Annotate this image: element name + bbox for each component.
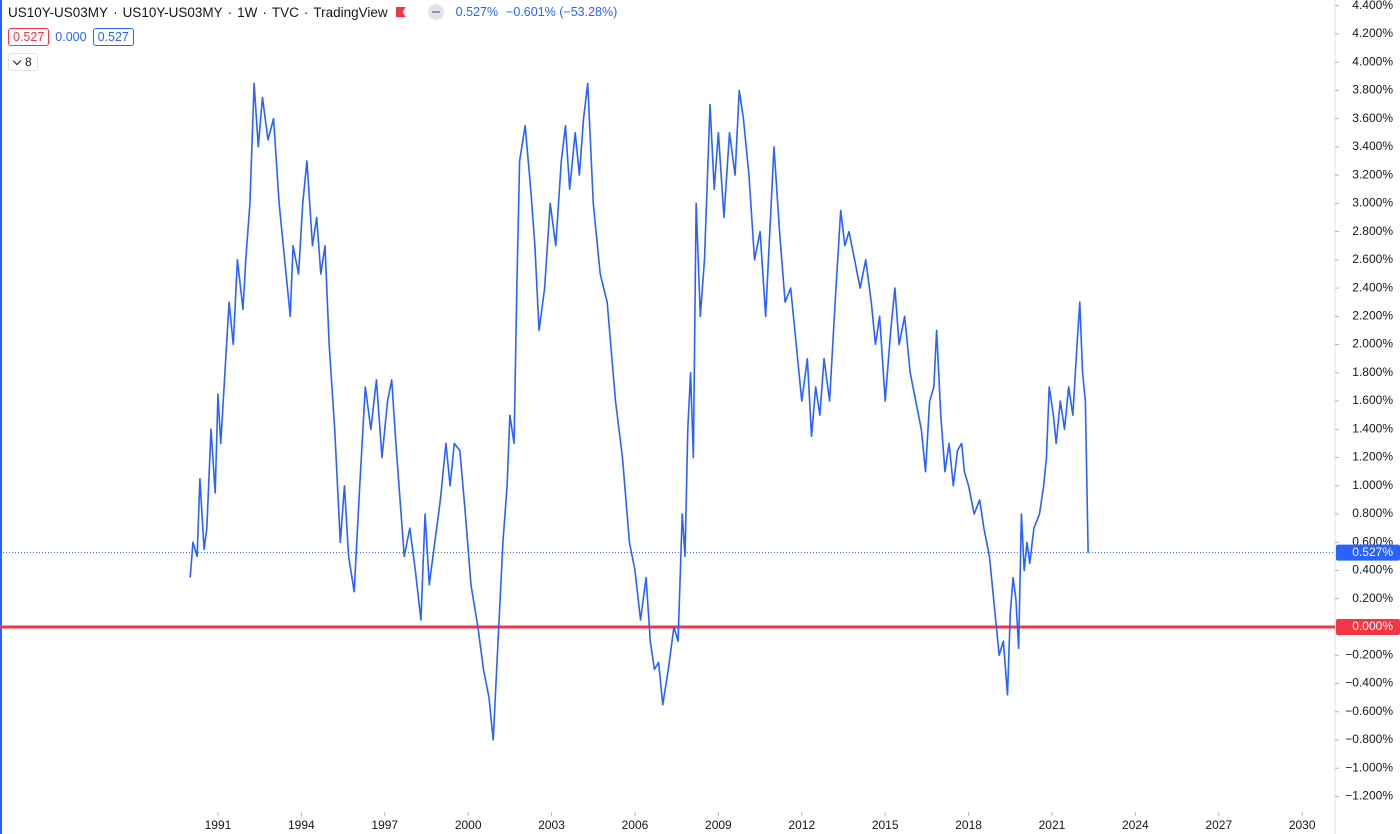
interval[interactable]: 1W [223,5,257,20]
y-tick-label: 0.200% [1352,591,1393,605]
x-tick-label: 1991 [205,818,232,832]
price-badge-label: 0.527% [1352,545,1393,559]
y-tick-label: 3.800% [1352,83,1393,97]
flag-icon[interactable] [395,7,406,17]
y-tick-label: 3.000% [1352,196,1393,210]
x-tick-label: 2018 [955,818,982,832]
y-tick-label: 4.000% [1352,54,1393,68]
x-tick-label: 2006 [622,818,649,832]
y-tick-label: 0.800% [1352,506,1393,520]
description: US10Y-US03MY [108,5,223,20]
x-tick-label: 2009 [705,818,732,832]
symbol: US10Y-US03MY [8,4,109,20]
eye-icon[interactable] [427,4,444,20]
x-tick-label: 2030 [1289,818,1316,832]
y-tick-label: −1.000% [1345,760,1393,774]
y-tick-label: 2.400% [1352,280,1393,294]
y-tick-label: −0.200% [1345,647,1393,661]
y-tick-label: 2.200% [1352,308,1393,322]
y-tick-label: −0.400% [1345,676,1393,690]
price-badge [1336,619,1400,636]
y-tick-label: 4.400% [1352,0,1393,12]
y-tick-label: −0.800% [1345,732,1393,746]
ohlc-value: 0.000 [55,30,87,44]
y-tick-label: 2.600% [1352,252,1393,266]
y-tick-label: 3.400% [1352,139,1393,153]
ohlc-row: 0.527 0.000 0.527 [8,28,134,46]
x-tick-label: 1997 [371,818,398,832]
x-tick-label: 2024 [1122,818,1149,832]
y-tick-label: 2.000% [1352,337,1393,351]
x-tick-label: 2015 [872,818,899,832]
x-tick-label: 2000 [455,818,482,832]
y-tick-label: −0.600% [1345,704,1393,718]
change-value: −0.601% (−53.28%) [506,5,618,19]
legend-header: US10Y-US03MY US10Y-US03MY 1W TVC Trading… [8,4,617,20]
ohlc-box: 0.527 [92,28,134,46]
y-tick-label: 1.400% [1352,421,1393,435]
y-tick-label: 1.600% [1352,393,1393,407]
exchange: TVC [257,5,299,20]
y-tick-label: 3.600% [1352,111,1393,125]
y-tick-label: 3.200% [1352,167,1393,181]
y-tick-label: 2.800% [1352,224,1393,238]
x-tick-label: 2027 [1205,818,1232,832]
last-value: 0.527% [455,5,499,19]
x-tick-label: 2012 [788,818,815,832]
x-tick-label: 1994 [288,818,315,832]
price-badge-label: 0.000% [1352,619,1393,633]
indicator-count: 8 [25,55,32,69]
x-tick-label: 2021 [1039,818,1066,832]
y-tick-label: 1.000% [1352,478,1393,492]
y-tick-label: 4.200% [1352,26,1393,40]
indicator-toggle[interactable]: 8 [8,53,38,71]
source: TradingView [299,5,387,20]
y-tick-label: −1.200% [1345,789,1393,803]
y-tick-label: 0.400% [1352,563,1393,577]
y-tick-label: 1.800% [1352,365,1393,379]
price-line [189,82,1089,741]
ohlc-box: 0.527 [8,28,50,46]
y-tick-label: 1.200% [1352,450,1393,464]
price-badge [1336,544,1400,561]
x-tick-label: 2003 [538,818,565,832]
